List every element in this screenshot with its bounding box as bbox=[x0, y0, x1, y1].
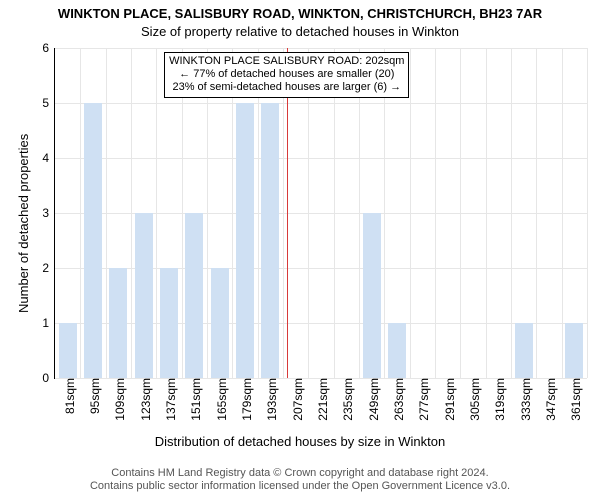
gridline-vertical bbox=[80, 48, 81, 378]
bar bbox=[515, 323, 533, 378]
x-tick-label: 221sqm bbox=[312, 378, 330, 421]
bar bbox=[565, 323, 583, 378]
footer-attribution: Contains HM Land Registry data © Crown c… bbox=[0, 467, 600, 495]
bar bbox=[236, 103, 254, 378]
bar bbox=[109, 268, 127, 378]
x-tick-label: 249sqm bbox=[363, 378, 381, 421]
page-title: WINKTON PLACE, SALISBURY ROAD, WINKTON, … bbox=[0, 6, 600, 21]
bar bbox=[261, 103, 279, 378]
bar bbox=[160, 268, 178, 378]
annotation-line: ← 77% of detached houses are smaller (20… bbox=[169, 68, 404, 81]
y-tick-label: 4 bbox=[42, 151, 55, 165]
bar bbox=[388, 323, 406, 378]
x-tick-label: 165sqm bbox=[211, 378, 229, 421]
x-tick-label: 137sqm bbox=[160, 378, 178, 421]
x-tick-label: 109sqm bbox=[109, 378, 127, 421]
x-tick-label: 193sqm bbox=[261, 378, 279, 421]
bar bbox=[363, 213, 381, 378]
x-tick-label: 95sqm bbox=[84, 378, 102, 414]
x-axis-label: Distribution of detached houses by size … bbox=[0, 434, 600, 449]
gridline-vertical bbox=[435, 48, 436, 378]
gridline-vertical bbox=[156, 48, 157, 378]
x-tick-label: 151sqm bbox=[185, 378, 203, 421]
gridline-vertical bbox=[486, 48, 487, 378]
x-tick-label: 263sqm bbox=[388, 378, 406, 421]
y-axis-label: Number of detached properties bbox=[16, 134, 31, 313]
gridline-vertical bbox=[562, 48, 563, 378]
bar bbox=[185, 213, 203, 378]
x-tick-label: 319sqm bbox=[489, 378, 507, 421]
gridline-vertical bbox=[131, 48, 132, 378]
gridline-vertical bbox=[587, 48, 588, 378]
x-tick-label: 361sqm bbox=[565, 378, 583, 421]
x-tick-label: 347sqm bbox=[540, 378, 558, 421]
y-tick-label: 3 bbox=[42, 206, 55, 220]
gridline-vertical bbox=[106, 48, 107, 378]
x-tick-label: 333sqm bbox=[515, 378, 533, 421]
bar bbox=[59, 323, 77, 378]
bar bbox=[84, 103, 102, 378]
gridline-vertical bbox=[460, 48, 461, 378]
x-tick-label: 277sqm bbox=[413, 378, 431, 421]
gridline-vertical bbox=[410, 48, 411, 378]
chart-plot-area: 012345681sqm95sqm109sqm123sqm137sqm151sq… bbox=[54, 48, 587, 379]
x-tick-label: 123sqm bbox=[135, 378, 153, 421]
y-tick-label: 2 bbox=[42, 261, 55, 275]
root: WINKTON PLACE, SALISBURY ROAD, WINKTON, … bbox=[0, 0, 600, 500]
x-tick-label: 179sqm bbox=[236, 378, 254, 421]
gridline-vertical bbox=[536, 48, 537, 378]
annotation-box: WINKTON PLACE SALISBURY ROAD: 202sqm← 77… bbox=[164, 52, 409, 98]
x-tick-label: 235sqm bbox=[337, 378, 355, 421]
y-tick-label: 5 bbox=[42, 96, 55, 110]
x-tick-label: 305sqm bbox=[464, 378, 482, 421]
gridline-horizontal bbox=[55, 103, 587, 104]
x-tick-label: 81sqm bbox=[59, 378, 77, 414]
gridline-vertical bbox=[511, 48, 512, 378]
gridline-horizontal bbox=[55, 158, 587, 159]
gridline-horizontal bbox=[55, 48, 587, 49]
footer-line-1: Contains HM Land Registry data © Crown c… bbox=[0, 467, 600, 481]
y-tick-label: 6 bbox=[42, 41, 55, 55]
footer-line-2: Contains public sector information licen… bbox=[0, 480, 600, 494]
x-tick-label: 291sqm bbox=[439, 378, 457, 421]
bar bbox=[135, 213, 153, 378]
y-tick-label: 1 bbox=[42, 316, 55, 330]
y-tick-label: 0 bbox=[42, 371, 55, 385]
bar bbox=[211, 268, 229, 378]
x-tick-label: 207sqm bbox=[287, 378, 305, 421]
annotation-line: 23% of semi-detached houses are larger (… bbox=[169, 81, 404, 94]
chart-subtitle: Size of property relative to detached ho… bbox=[0, 24, 600, 39]
annotation-line: WINKTON PLACE SALISBURY ROAD: 202sqm bbox=[169, 55, 404, 68]
